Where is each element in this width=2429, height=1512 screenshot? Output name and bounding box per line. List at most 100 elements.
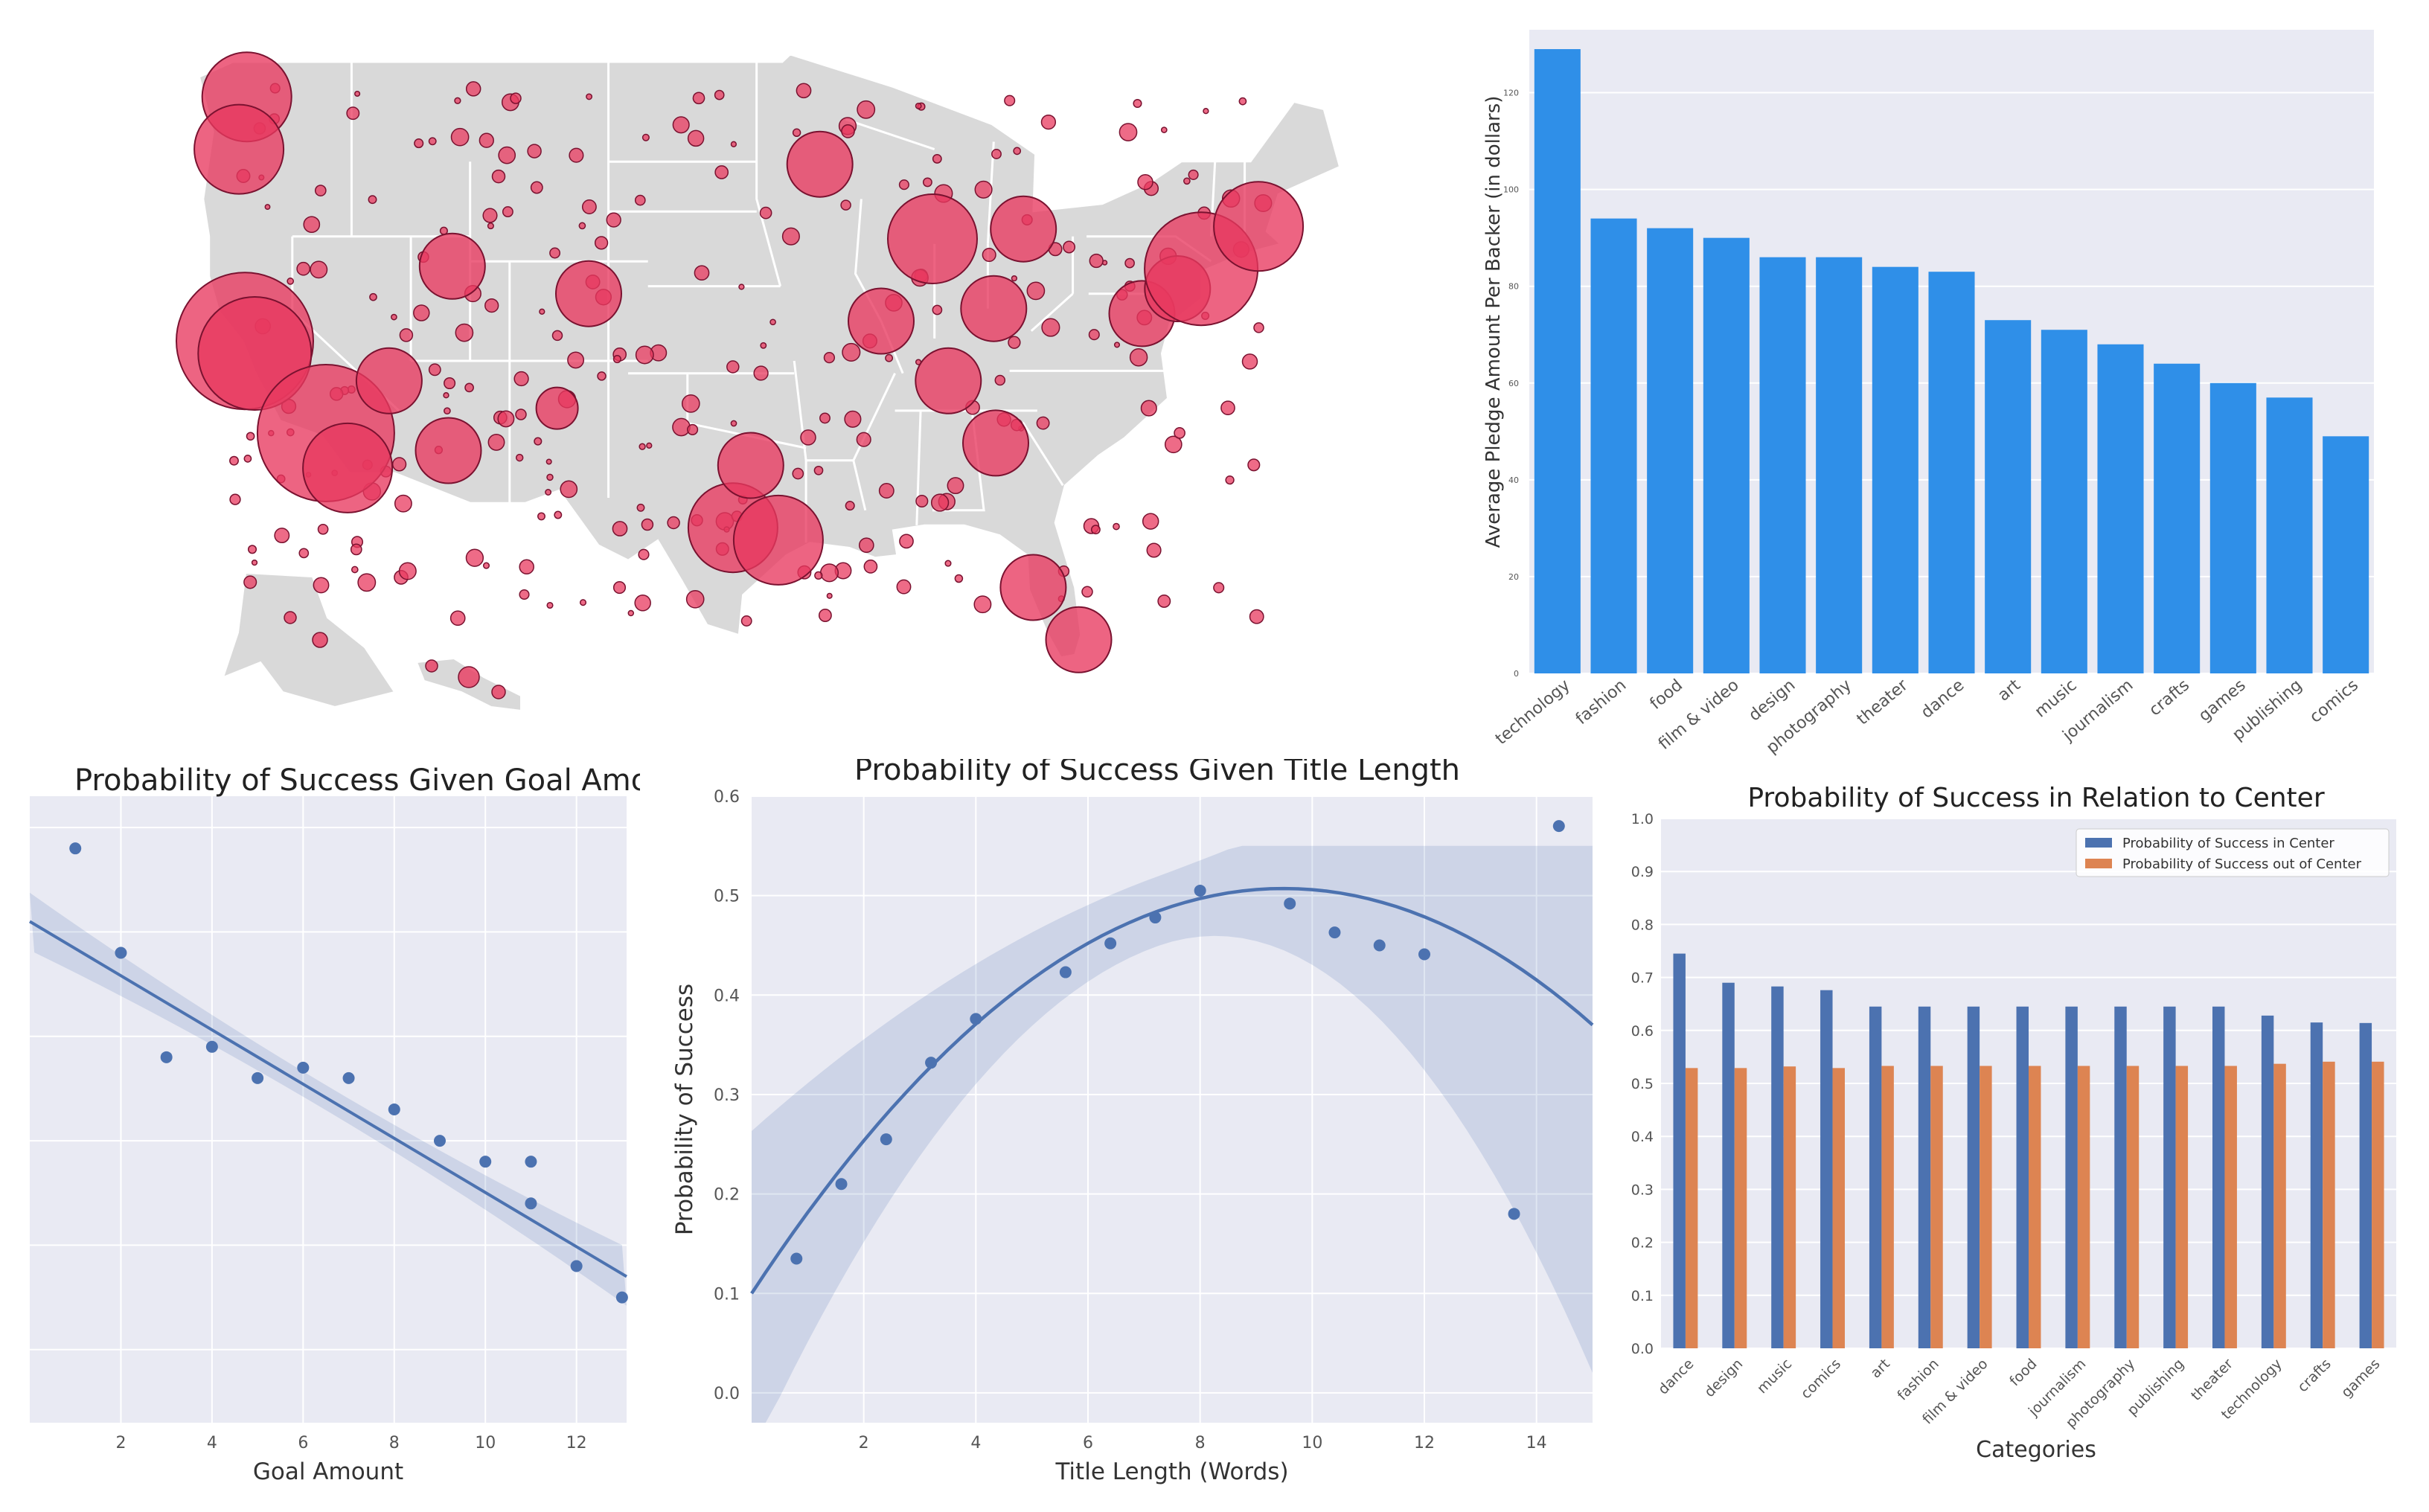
x-tick-label: music [1754, 1356, 1795, 1397]
y-tick-labels: 0 20 40 60 80 100 120 [1503, 89, 1519, 679]
bubble-point [578, 222, 586, 230]
y-tick-label: 0.3 [714, 1086, 740, 1105]
x-tick-label: 10 [1302, 1434, 1322, 1452]
bubble-point [482, 208, 498, 223]
state-border [755, 62, 782, 286]
bar-in-center-photography [2114, 1006, 2127, 1348]
bubble-point [313, 577, 330, 594]
bubble-point [740, 615, 752, 627]
bubble-point [930, 493, 950, 512]
legend-swatch [2085, 838, 2112, 848]
bubble-point [355, 347, 423, 414]
bar-out-of-center-crafts [2323, 1061, 2335, 1348]
y-tick-label: 40 [1508, 475, 1519, 485]
bubble-point [519, 589, 530, 600]
bubble-point [391, 457, 407, 472]
bubble-point [932, 153, 942, 164]
data-point [205, 1040, 218, 1053]
data-point [1373, 939, 1386, 952]
regression-fit [28, 892, 628, 1306]
y-tick-labels: 0.0 0.1 0.2 0.3 0.4 0.5 0.6 [714, 788, 740, 1403]
data-point [160, 1051, 173, 1063]
chart-title: Probability of Success Given Goal Amount [74, 763, 640, 798]
bubble-point [878, 483, 895, 499]
bar-in-center-film-video [1967, 1006, 1980, 1348]
bubble-point [845, 501, 855, 511]
data-point [880, 1133, 892, 1146]
bubble-point [714, 89, 725, 100]
bubble-point [857, 100, 876, 119]
bar-photography [1816, 257, 1863, 673]
bubble-point [999, 554, 1067, 621]
x-tick-label: 8 [389, 1434, 400, 1452]
bubble-point [641, 518, 654, 531]
x-tick-label: 6 [1083, 1434, 1093, 1452]
bubble-point [687, 129, 705, 147]
bubble-point [887, 193, 978, 284]
y-tick-label: 0.1 [1631, 1288, 1654, 1304]
bubble-point [848, 287, 915, 355]
bar-games [2209, 382, 2256, 673]
bubble-point [487, 222, 494, 230]
confidence-band [752, 845, 1593, 1423]
bubble-point [530, 181, 543, 194]
y-tick-label: 0.1 [714, 1285, 740, 1304]
x-tick-label: art [1867, 1356, 1893, 1382]
bar-out-of-center-games [2372, 1061, 2384, 1348]
bubble-point [974, 180, 993, 199]
data-point [1059, 966, 1072, 978]
y-tick-label: 0.0 [1631, 1341, 1654, 1357]
bubble-point [510, 92, 522, 104]
bar-music [2041, 330, 2087, 673]
bubble-point [274, 528, 290, 544]
bubble-point [962, 409, 1029, 477]
legend-label: Probability of Success in Center [2122, 836, 2334, 851]
x-tick-label: 6 [298, 1434, 308, 1452]
bubble-point [287, 278, 295, 285]
bubble-point [581, 199, 597, 214]
bubble-point [569, 147, 584, 163]
bubble-point [247, 545, 257, 554]
bubble-point [1188, 169, 1199, 180]
y-tick-label: 0.4 [1631, 1129, 1654, 1145]
bubble-point [298, 548, 310, 559]
bubble-point [1220, 400, 1235, 416]
bar-technology [1534, 49, 1581, 674]
bubble-point [450, 127, 470, 147]
bar-film-video [1703, 237, 1750, 674]
bubble-point [1183, 177, 1191, 185]
x-tick-labels: 2 4 6 8 10 12 14 [859, 1434, 1547, 1452]
bubble-point [560, 480, 578, 499]
data-points [790, 820, 1565, 1265]
data-point [433, 1135, 446, 1147]
bar-art [1985, 320, 2032, 673]
bar-out-of-center-design [1734, 1068, 1747, 1348]
bubble-point [1133, 98, 1142, 109]
bubble-point [606, 212, 621, 228]
bubble-point [418, 232, 486, 300]
polynomial-fit [750, 886, 1594, 1295]
gridlines [752, 795, 1593, 1423]
bubble-point [915, 494, 929, 508]
data-point [1284, 897, 1296, 910]
bubble-point [634, 595, 651, 612]
bubble-point [1090, 525, 1101, 535]
bar-out-of-center-photography [2126, 1066, 2140, 1348]
bubble-point [597, 371, 607, 381]
bubble-point [1113, 342, 1121, 348]
pledge-chart-panel: 0 20 40 60 80 100 120 technology fashion food fil… [1459, 15, 2419, 759]
data-point [1552, 820, 1565, 833]
bar-crafts [2154, 363, 2201, 673]
bubble-point [535, 386, 579, 430]
bubble-point [465, 548, 484, 567]
bar-in-center-theater [2212, 1006, 2225, 1348]
bubble-point [759, 206, 772, 220]
bubble-point [534, 437, 543, 446]
bubble-point [243, 455, 252, 463]
data-point [970, 1013, 982, 1025]
bubble-point [819, 412, 831, 424]
bubble-point [612, 521, 628, 536]
bar-out-of-center-music [1783, 1066, 1796, 1348]
y-tick-label: 0.6 [1631, 1023, 1654, 1040]
bubble-point [1253, 322, 1264, 333]
